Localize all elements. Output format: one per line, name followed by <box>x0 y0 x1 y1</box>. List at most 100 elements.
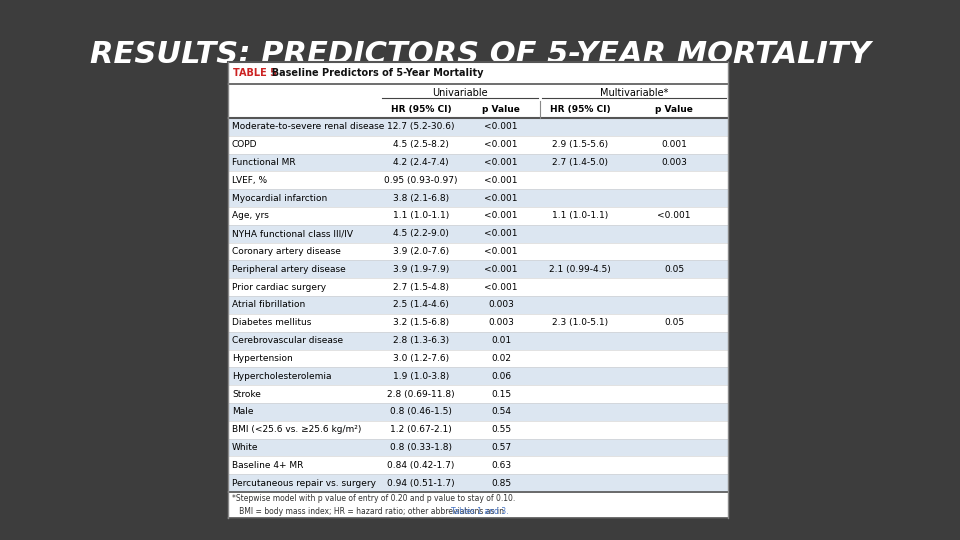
Text: 0.8 (0.33-1.8): 0.8 (0.33-1.8) <box>390 443 452 452</box>
Text: 3.9 (1.9-7.9): 3.9 (1.9-7.9) <box>393 265 449 274</box>
Bar <box>228 118 728 136</box>
Text: Atrial fibrillation: Atrial fibrillation <box>232 300 305 309</box>
Text: Hypertension: Hypertension <box>232 354 293 363</box>
Text: Multivariable*: Multivariable* <box>600 87 668 98</box>
Bar <box>228 474 728 492</box>
Text: <0.001: <0.001 <box>484 265 517 274</box>
Text: Univariable: Univariable <box>432 87 488 98</box>
Text: 3.9 (2.0-7.6): 3.9 (2.0-7.6) <box>393 247 449 256</box>
Text: NYHA functional class III/IV: NYHA functional class III/IV <box>232 230 353 238</box>
Text: <0.001: <0.001 <box>484 123 517 131</box>
Text: TABLE 5: TABLE 5 <box>233 68 276 78</box>
Text: <0.001: <0.001 <box>484 212 517 220</box>
Text: *Stepwise model with p value of entry of 0.20 and p value to stay of 0.10.: *Stepwise model with p value of entry of… <box>232 494 516 503</box>
Bar <box>228 403 728 421</box>
Text: <0.001: <0.001 <box>484 176 517 185</box>
Text: Coronary artery disease: Coronary artery disease <box>232 247 341 256</box>
Text: 0.001: 0.001 <box>661 140 687 149</box>
Text: 0.003: 0.003 <box>661 158 687 167</box>
Bar <box>228 349 728 367</box>
Bar <box>228 171 728 189</box>
Text: 2.9 (1.5-5.6): 2.9 (1.5-5.6) <box>552 140 608 149</box>
Bar <box>228 62 728 84</box>
Bar <box>228 385 728 403</box>
Bar <box>228 278 728 296</box>
Bar <box>228 225 728 242</box>
Text: 0.85: 0.85 <box>491 478 511 488</box>
Text: 2.7 (1.4-5.0): 2.7 (1.4-5.0) <box>552 158 608 167</box>
Text: 4.2 (2.4-7.4): 4.2 (2.4-7.4) <box>394 158 449 167</box>
Text: 0.57: 0.57 <box>491 443 511 452</box>
Text: p Value: p Value <box>482 105 520 114</box>
Text: RESULTS: PREDICTORS OF 5-YEAR MORTALITY: RESULTS: PREDICTORS OF 5-YEAR MORTALITY <box>89 40 871 69</box>
Bar <box>228 260 728 278</box>
Text: <0.001: <0.001 <box>484 230 517 238</box>
Text: <0.001: <0.001 <box>484 158 517 167</box>
Text: HR (95% CI): HR (95% CI) <box>550 105 611 114</box>
Text: 0.84 (0.42-1.7): 0.84 (0.42-1.7) <box>387 461 455 470</box>
Text: 0.8 (0.46-1.5): 0.8 (0.46-1.5) <box>390 407 452 416</box>
Bar <box>228 367 728 385</box>
Bar <box>228 296 728 314</box>
Bar <box>228 242 728 260</box>
Text: LVEF, %: LVEF, % <box>232 176 267 185</box>
Bar <box>228 189 728 207</box>
Text: Age, yrs: Age, yrs <box>232 212 269 220</box>
Bar <box>228 314 728 332</box>
Bar <box>228 62 728 518</box>
Text: 0.55: 0.55 <box>491 425 511 434</box>
Text: COPD: COPD <box>232 140 257 149</box>
Text: 1.9 (1.0-3.8): 1.9 (1.0-3.8) <box>393 372 449 381</box>
Text: 0.06: 0.06 <box>491 372 511 381</box>
Text: Moderate-to-severe renal disease: Moderate-to-severe renal disease <box>232 123 384 131</box>
Text: 1.1 (1.0-1.1): 1.1 (1.0-1.1) <box>552 212 608 220</box>
Text: 2.8 (1.3-6.3): 2.8 (1.3-6.3) <box>393 336 449 345</box>
Text: 0.01: 0.01 <box>491 336 511 345</box>
Text: 3.8 (2.1-6.8): 3.8 (2.1-6.8) <box>393 194 449 202</box>
Text: HR (95% CI): HR (95% CI) <box>391 105 451 114</box>
Text: 3.2 (1.5-6.8): 3.2 (1.5-6.8) <box>393 318 449 327</box>
Text: <0.001: <0.001 <box>658 212 691 220</box>
Text: White: White <box>232 443 258 452</box>
Bar <box>228 492 728 518</box>
Text: 0.05: 0.05 <box>664 265 684 274</box>
Text: Male: Male <box>232 407 253 416</box>
Text: 3.0 (1.2-7.6): 3.0 (1.2-7.6) <box>393 354 449 363</box>
Bar <box>228 84 728 101</box>
Text: 0.15: 0.15 <box>491 389 511 399</box>
Text: 0.05: 0.05 <box>664 318 684 327</box>
Text: Tables 1 and 3.: Tables 1 and 3. <box>450 507 508 516</box>
Text: Functional MR: Functional MR <box>232 158 296 167</box>
Text: Peripheral artery disease: Peripheral artery disease <box>232 265 346 274</box>
Text: Baseline Predictors of 5-Year Mortality: Baseline Predictors of 5-Year Mortality <box>265 68 484 78</box>
Bar <box>228 421 728 438</box>
Text: 0.63: 0.63 <box>491 461 511 470</box>
Text: 1.2 (0.67-2.1): 1.2 (0.67-2.1) <box>390 425 452 434</box>
Text: Hypercholesterolemia: Hypercholesterolemia <box>232 372 331 381</box>
Text: 2.1 (0.99-4.5): 2.1 (0.99-4.5) <box>549 265 611 274</box>
Text: Prior cardiac surgery: Prior cardiac surgery <box>232 283 326 292</box>
Bar <box>228 456 728 474</box>
Text: 0.003: 0.003 <box>488 318 514 327</box>
Text: Percutaneous repair vs. surgery: Percutaneous repair vs. surgery <box>232 478 376 488</box>
Bar <box>228 153 728 171</box>
Text: <0.001: <0.001 <box>484 283 517 292</box>
Text: 2.5 (1.4-4.6): 2.5 (1.4-4.6) <box>393 300 449 309</box>
Text: Diabetes mellitus: Diabetes mellitus <box>232 318 311 327</box>
Text: 0.95 (0.93-0.97): 0.95 (0.93-0.97) <box>384 176 458 185</box>
Text: <0.001: <0.001 <box>484 140 517 149</box>
Text: p Value: p Value <box>655 105 693 114</box>
Text: BMI = body mass index; HR = hazard ratio; other abbreviations as in: BMI = body mass index; HR = hazard ratio… <box>232 507 506 516</box>
Bar <box>228 101 728 118</box>
Text: 4.5 (2.5-8.2): 4.5 (2.5-8.2) <box>393 140 449 149</box>
Text: 1.1 (1.0-1.1): 1.1 (1.0-1.1) <box>393 212 449 220</box>
Text: 12.7 (5.2-30.6): 12.7 (5.2-30.6) <box>387 123 455 131</box>
Text: Baseline 4+ MR: Baseline 4+ MR <box>232 461 303 470</box>
Text: Cerebrovascular disease: Cerebrovascular disease <box>232 336 343 345</box>
Bar <box>228 438 728 456</box>
Text: Stroke: Stroke <box>232 389 261 399</box>
Bar <box>228 136 728 153</box>
Text: 0.02: 0.02 <box>491 354 511 363</box>
Text: 2.8 (0.69-11.8): 2.8 (0.69-11.8) <box>387 389 455 399</box>
Bar <box>228 332 728 349</box>
